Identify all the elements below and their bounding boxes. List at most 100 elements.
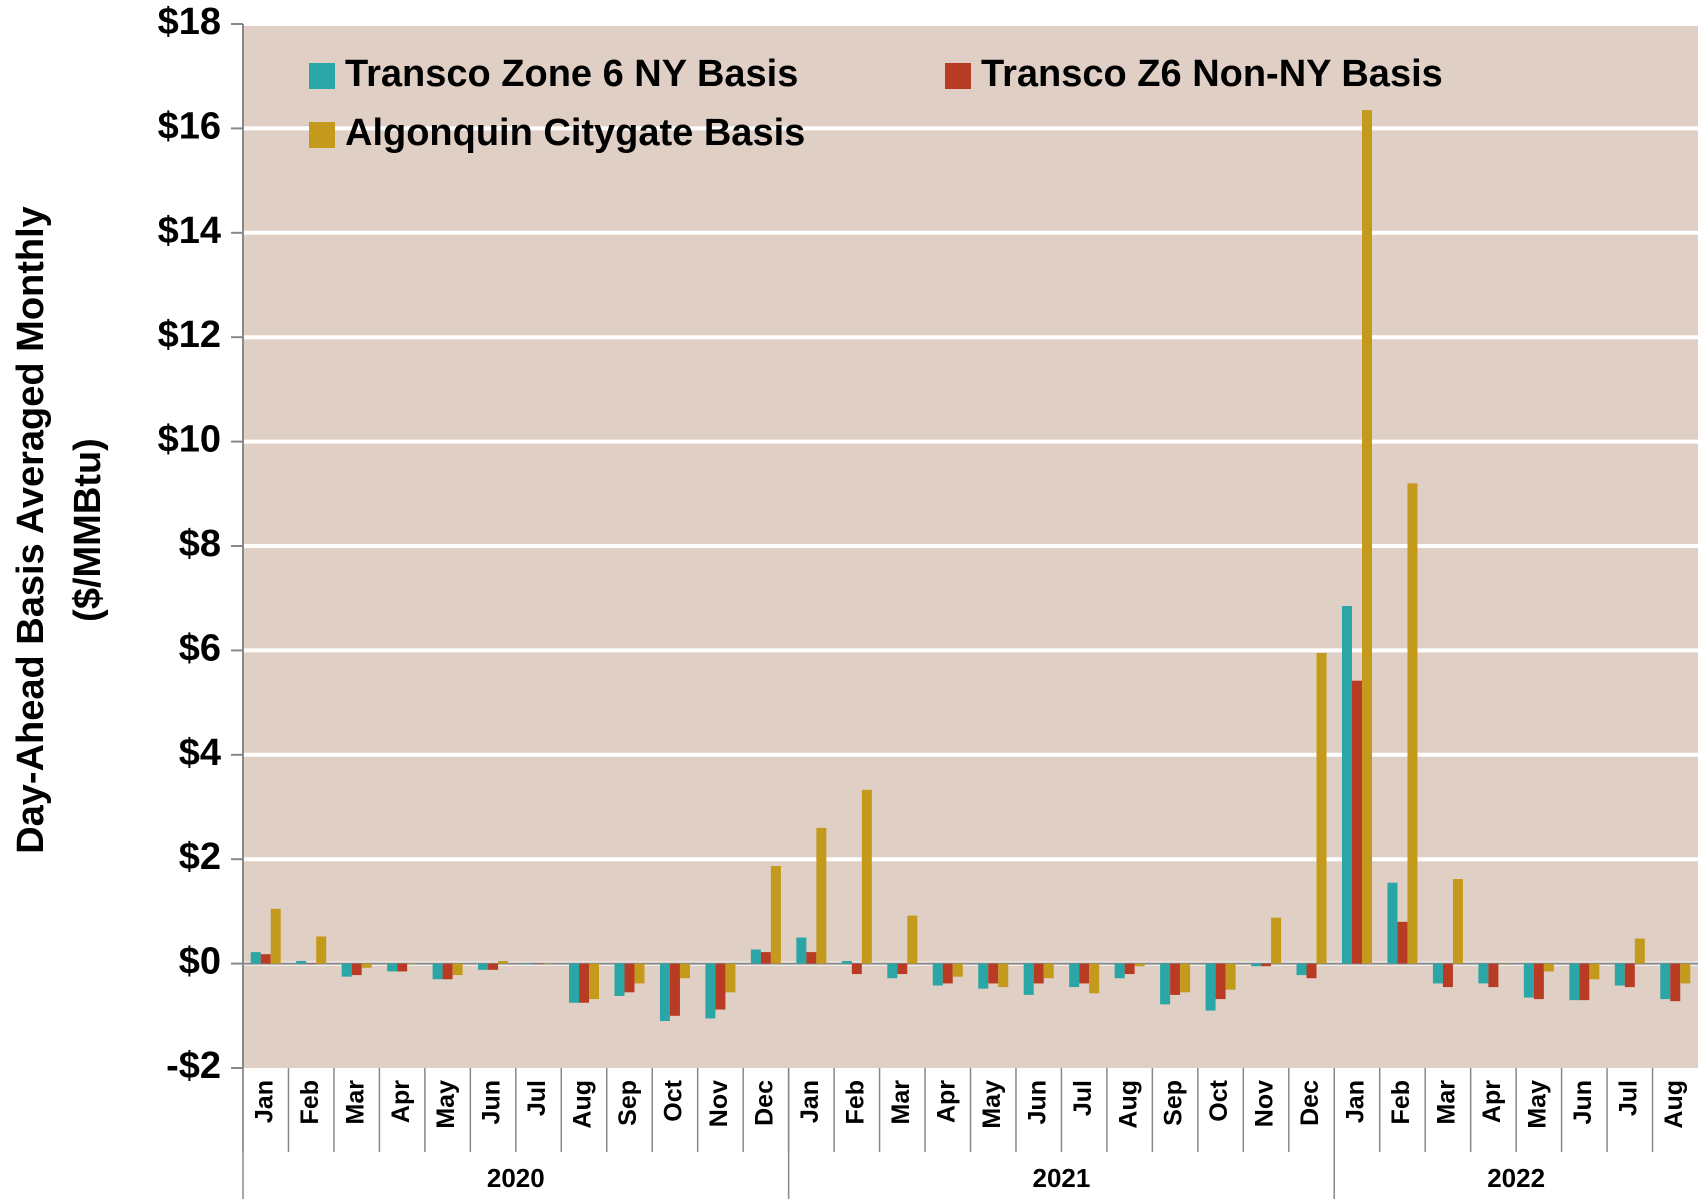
bar — [1043, 963, 1054, 979]
bar — [1351, 680, 1362, 964]
bar — [533, 963, 544, 965]
bar — [887, 963, 898, 979]
bar — [1397, 921, 1408, 964]
bar — [452, 963, 463, 976]
bar — [861, 789, 872, 964]
bar — [296, 960, 307, 964]
bar — [1296, 963, 1307, 976]
y-tick-label: $8 — [179, 523, 221, 565]
x-tick-label: May — [1523, 1080, 1551, 1129]
x-tick-label: Jan — [250, 1080, 278, 1123]
x-tick-label: Dec — [751, 1080, 779, 1126]
bar — [270, 908, 281, 964]
bar — [1680, 963, 1691, 984]
bar — [341, 963, 352, 977]
x-tick-label: Jul — [523, 1080, 551, 1116]
bar — [998, 963, 1009, 988]
x-tick-label: Dec — [1296, 1080, 1324, 1126]
bar — [1589, 963, 1600, 980]
bar — [316, 936, 327, 964]
x-tick-label: Sep — [614, 1080, 642, 1126]
x-tick-label: Aug — [569, 1080, 597, 1129]
bar — [1387, 882, 1398, 964]
bar — [614, 963, 625, 996]
bar — [669, 963, 680, 1016]
x-tick-label: Jun — [478, 1080, 506, 1124]
bar — [1271, 917, 1282, 964]
bar — [1134, 963, 1145, 967]
x-tick-label: Mar — [1433, 1080, 1461, 1125]
bar — [1341, 606, 1352, 964]
bar — [478, 963, 489, 970]
bar — [1614, 963, 1625, 986]
bar — [1114, 963, 1125, 979]
legend-swatch — [309, 122, 335, 148]
bar — [1160, 963, 1171, 1005]
bar — [1488, 963, 1499, 988]
bar — [1533, 963, 1544, 1000]
group-label: 2022 — [1487, 1163, 1545, 1193]
bar — [1478, 963, 1489, 984]
bar — [796, 937, 807, 964]
x-tick-label: Feb — [296, 1080, 324, 1124]
y-tick-label: $10 — [158, 419, 221, 461]
bar — [1498, 963, 1509, 965]
x-tick-label: Aug — [1114, 1080, 1142, 1129]
bar — [488, 963, 499, 970]
bar — [715, 963, 726, 1010]
y-tick-label: $16 — [158, 105, 221, 147]
bar — [952, 963, 963, 977]
x-tick-label: Apr — [932, 1080, 960, 1123]
bar — [1579, 963, 1590, 1001]
bar — [1215, 963, 1226, 1000]
bar — [942, 963, 953, 984]
bar — [770, 865, 781, 964]
legend-label: Transco Z6 Non-NY Basis — [981, 53, 1443, 95]
group-label: 2021 — [1033, 1163, 1091, 1193]
x-tick-label: Jun — [1569, 1080, 1597, 1124]
x-tick-label: Jul — [1069, 1080, 1097, 1116]
bar — [1205, 963, 1216, 1011]
bar — [851, 963, 862, 975]
bar — [1569, 963, 1580, 1001]
x-tick-label: Oct — [660, 1079, 688, 1121]
x-tick-label: May — [432, 1080, 460, 1129]
bar — [569, 963, 580, 1003]
x-tick-label: Oct — [1205, 1079, 1233, 1121]
legend-swatch — [309, 63, 335, 89]
x-tick-label: Apr — [1478, 1080, 1506, 1123]
legend-label: Algonquin Citygate Basis — [345, 112, 805, 154]
bar — [589, 963, 600, 1000]
bar — [260, 954, 271, 964]
bar — [760, 952, 771, 964]
bar — [1306, 963, 1317, 979]
bar — [397, 963, 408, 972]
x-tick-label: Sep — [1160, 1080, 1188, 1126]
bar — [432, 963, 443, 980]
y-tick-label: $4 — [179, 732, 221, 774]
bar — [1316, 653, 1327, 964]
bar — [1523, 963, 1534, 998]
bar — [1251, 963, 1262, 967]
bar — [841, 960, 852, 964]
bar — [624, 963, 635, 993]
legend-label: Transco Zone 6 NY Basis — [345, 53, 798, 95]
bar — [1442, 963, 1453, 988]
bar — [1089, 963, 1100, 994]
bar — [750, 949, 761, 964]
bar — [498, 960, 509, 964]
x-tick-label: Nov — [705, 1080, 733, 1127]
bar — [1634, 938, 1645, 964]
bar — [932, 963, 943, 986]
bar — [816, 827, 827, 964]
y-tick-label: $2 — [179, 836, 221, 878]
legend-swatch — [945, 63, 971, 89]
x-tick-label: Jan — [1342, 1080, 1370, 1123]
y-axis-label: Day-Ahead Basis Averaged Monthly — [10, 206, 52, 854]
x-tick-label: Jul — [1614, 1080, 1642, 1116]
x-tick-label: Aug — [1660, 1080, 1688, 1129]
bar — [897, 963, 908, 975]
bar — [1023, 963, 1034, 995]
x-tick-label: Apr — [387, 1080, 415, 1123]
x-tick-label: Mar — [341, 1080, 369, 1125]
